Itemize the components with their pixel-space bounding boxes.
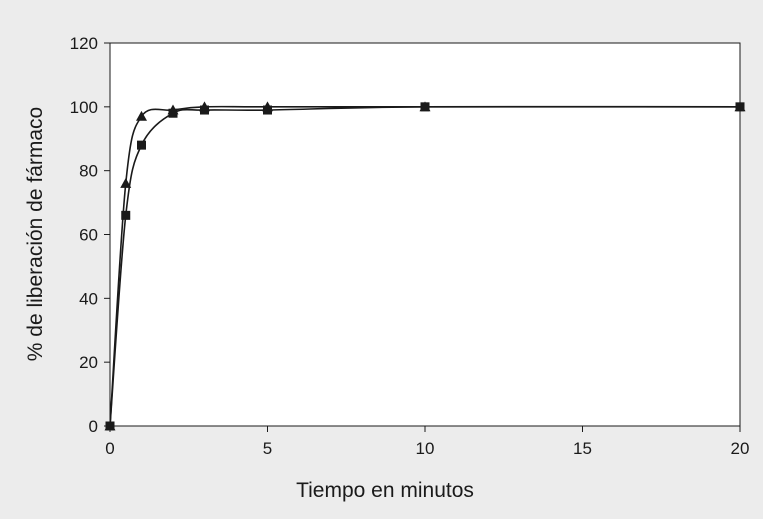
square-marker <box>168 108 178 118</box>
y-axis: 0 20 40 60 80 100 120 <box>70 34 110 436</box>
square-marker <box>200 105 209 115</box>
y-tick-label: 100 <box>70 98 98 117</box>
x-tick-label: 0 <box>105 439 114 458</box>
y-tick-label: 20 <box>79 353 98 372</box>
triangle-marker <box>136 110 147 121</box>
square-marker <box>263 105 272 115</box>
y-tick-label: 120 <box>70 34 98 53</box>
x-axis-title: Tiempo en minutos <box>296 479 474 502</box>
y-tick-label: 60 <box>79 226 98 245</box>
square-marker <box>420 102 430 112</box>
y-tick-label: 40 <box>79 289 98 308</box>
y-axis-title: % de liberación de fármaco <box>24 107 47 361</box>
y-tick-label: 0 <box>89 417 98 436</box>
square-marker <box>735 102 745 112</box>
square-marker <box>137 140 146 150</box>
x-tick-label: 15 <box>573 439 592 458</box>
x-axis: 0 5 10 15 20 <box>105 426 749 458</box>
square-marker <box>121 210 131 220</box>
plot-area <box>109 42 741 427</box>
triangle-marker <box>120 177 132 188</box>
series-layer <box>104 101 746 431</box>
x-tick-label: 20 <box>731 439 750 458</box>
x-tick-label: 10 <box>416 439 435 458</box>
y-tick-label: 80 <box>79 162 98 181</box>
x-tick-label: 5 <box>263 439 272 458</box>
